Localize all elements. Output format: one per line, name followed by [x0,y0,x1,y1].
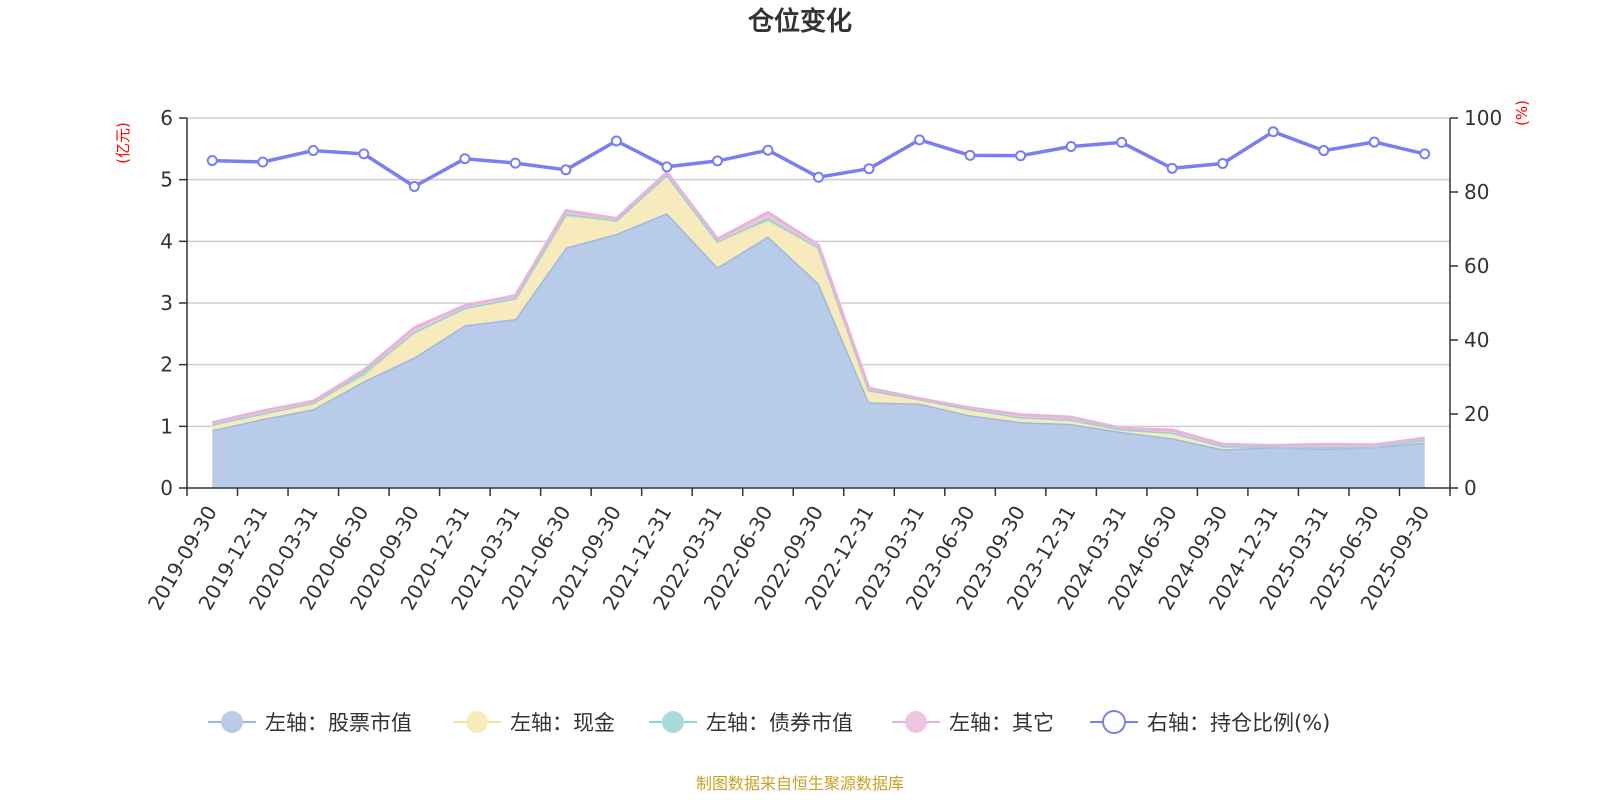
left-axis-tick-label: 3 [160,291,173,315]
ratio-point [257,156,269,168]
area-左轴：股票市值 [212,213,1425,488]
legend-label: 左轴：其它 [949,711,1054,735]
legend-item: 右轴：持仓比例(%) [1090,710,1330,735]
left-axis-unit: (亿元) [114,122,132,164]
ratio-point [762,144,774,156]
ratio-point [863,163,875,175]
legend-label: 左轴：债券市值 [706,711,853,735]
right-axis-tick-label: 60 [1464,254,1489,278]
legend-item: 左轴：其它 [892,711,1054,735]
legend-item: 左轴：股票市值 [208,711,412,735]
legend-item: 左轴：债券市值 [649,711,853,735]
stacked-areas [211,170,1425,488]
ratio-point [1065,140,1077,152]
left-axis-tick-label: 4 [160,229,173,253]
right-axis-tick-label: 80 [1464,180,1489,204]
ratio-point [206,155,218,167]
ratio-point [711,155,723,167]
legend-marker-icon [905,711,927,733]
legend-marker-icon [1102,710,1126,734]
left-axis-tick-label: 5 [160,168,173,192]
right-axis-tick-label: 0 [1464,476,1477,500]
legend: 左轴：股票市值 左轴：现金 左轴：债券市值 左轴：其它 右轴：持仓比例(%) [208,710,1330,735]
legend-label: 左轴：股票市值 [265,711,412,735]
ratio-point [1318,145,1330,157]
data-source-note: 制图数据来自恒生聚源数据库 [696,774,904,793]
ratio-point [964,149,976,161]
legend-marker-icon [662,711,684,733]
ratio-point [1116,136,1128,148]
left-axis-tick-label: 0 [160,476,173,500]
legend-label: 左轴：现金 [510,711,615,735]
right-axis-unit: (%) [1513,100,1531,126]
legend-label: 右轴：持仓比例(%) [1147,711,1330,735]
ratio-point [459,153,471,165]
right-axis-tick-label: 20 [1464,402,1489,426]
ratio-point [1267,126,1279,138]
area-line-左轴：其它 [211,170,1425,447]
legend-item: 左轴：现金 [453,711,615,735]
chart-title: 仓位变化 [747,6,852,37]
left-axis-tick-label: 6 [160,106,173,130]
ratio-point [661,161,673,173]
ratio-point [1015,150,1027,162]
ratio-point [610,135,622,147]
ratio-point [307,145,319,157]
ratio-point [1368,136,1380,148]
right-axis-tick-label: 100 [1464,106,1502,130]
ratio-point [560,164,572,176]
ratio-point [358,148,370,160]
ratio-point [408,180,420,192]
ratio-point [1166,162,1178,174]
left-axis-tick-label: 2 [160,353,173,377]
left-axis-tick-label: 1 [160,414,173,438]
ratio-line [206,126,1431,192]
ratio-point [1419,148,1431,160]
ratio-point [509,157,521,169]
ratio-point [914,134,926,146]
ratio-point [813,171,824,183]
right-axis-tick-label: 40 [1464,328,1489,352]
ratio-point [1217,158,1229,170]
legend-marker-icon [466,711,488,733]
legend-marker-icon [221,711,243,733]
